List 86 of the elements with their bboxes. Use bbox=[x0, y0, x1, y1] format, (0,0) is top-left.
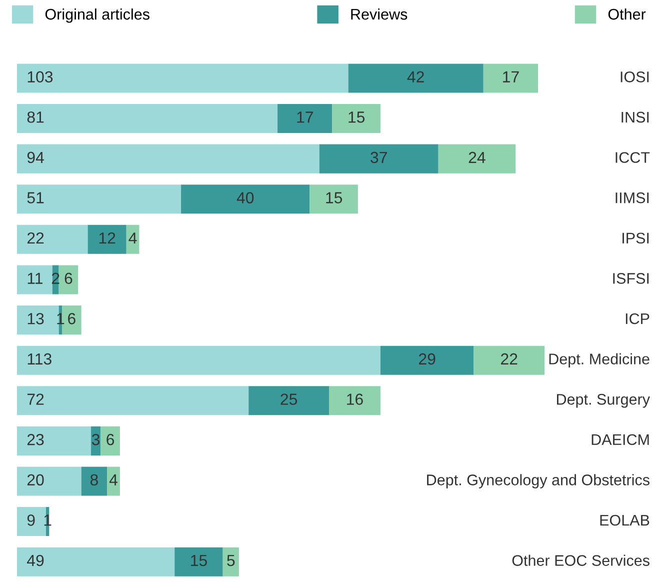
bar bbox=[319, 144, 438, 174]
bar bbox=[310, 184, 358, 214]
data-label: 13 bbox=[28, 313, 44, 324]
data-label: 9 bbox=[27, 514, 35, 526]
data-label: 8 bbox=[90, 474, 98, 486]
bar bbox=[17, 265, 52, 294]
bar bbox=[17, 184, 182, 214]
data-label: 22 bbox=[501, 353, 518, 364]
bar bbox=[126, 224, 140, 254]
bar bbox=[17, 104, 278, 134]
legend-label: Reviews bbox=[351, 8, 408, 20]
data-label: 72 bbox=[27, 394, 44, 405]
y-tick-label: INSI bbox=[622, 112, 649, 123]
data-label: 42 bbox=[407, 71, 424, 82]
data-label: 15 bbox=[348, 112, 365, 123]
data-label: 81 bbox=[27, 111, 44, 123]
data-label: 22 bbox=[27, 232, 44, 244]
data-label: 6 bbox=[106, 434, 114, 446]
data-label: 113 bbox=[28, 353, 52, 365]
y-tick-label: IPSI bbox=[622, 232, 649, 244]
y-tick-label: Other EOC Services bbox=[512, 554, 650, 566]
data-label: 51 bbox=[27, 192, 44, 204]
bar bbox=[81, 466, 108, 496]
bar bbox=[17, 306, 59, 335]
y-tick-label: ICP bbox=[626, 313, 650, 324]
y-tick-label: Dept. Surgery bbox=[557, 394, 650, 408]
data-label: 5 bbox=[227, 554, 235, 566]
bar bbox=[17, 507, 46, 536]
data-label: 94 bbox=[27, 152, 44, 164]
data-label: 24 bbox=[468, 152, 486, 163]
bar bbox=[332, 104, 380, 134]
bar bbox=[88, 224, 126, 254]
bar bbox=[483, 64, 538, 93]
y-tick-label: ISFSI bbox=[613, 273, 649, 284]
bar bbox=[17, 64, 348, 93]
bar bbox=[100, 426, 120, 456]
data-label: 40 bbox=[236, 192, 254, 204]
data-label: 15 bbox=[191, 554, 207, 566]
data-label: 15 bbox=[326, 192, 342, 204]
legend-label: Original articles bbox=[45, 8, 150, 23]
data-label: 29 bbox=[419, 353, 436, 365]
y-tick-label: ICCT bbox=[616, 152, 650, 163]
y-tick-label: IOSI bbox=[620, 71, 649, 82]
bar bbox=[17, 547, 175, 576]
bar bbox=[17, 426, 91, 456]
data-label: 23 bbox=[27, 434, 44, 446]
bar bbox=[474, 346, 544, 375]
bar bbox=[17, 466, 82, 496]
data-label: 6 bbox=[68, 313, 76, 324]
bar bbox=[174, 547, 223, 576]
data-label: 17 bbox=[503, 71, 519, 82]
bar bbox=[248, 386, 329, 416]
data-label: 11 bbox=[28, 272, 42, 284]
bar bbox=[17, 224, 88, 254]
bar bbox=[58, 265, 78, 294]
y-tick-label: EOLAB bbox=[600, 514, 650, 526]
y-tick-label: Dept. Medicine bbox=[549, 353, 650, 368]
data-label: 1 bbox=[57, 313, 64, 324]
bar bbox=[181, 184, 310, 214]
bar bbox=[348, 64, 484, 93]
bar bbox=[222, 547, 239, 576]
bar bbox=[17, 346, 380, 375]
data-label: 103 bbox=[28, 71, 53, 82]
bar bbox=[17, 386, 249, 416]
data-label: 4 bbox=[128, 232, 137, 244]
data-label: 1 bbox=[44, 514, 52, 526]
bar bbox=[17, 144, 320, 174]
bar bbox=[278, 104, 332, 134]
legend-label: Other bbox=[608, 8, 646, 20]
bar bbox=[438, 144, 516, 174]
data-label: 49 bbox=[27, 554, 44, 566]
data-label: 17 bbox=[297, 112, 313, 123]
data-label: 20 bbox=[27, 474, 44, 486]
data-label: 6 bbox=[64, 272, 72, 284]
y-tick-label: Dept. Gynecology and Obstetrics bbox=[427, 474, 650, 488]
data-label: 37 bbox=[370, 152, 387, 164]
data-label: 3 bbox=[92, 434, 100, 446]
data-label: 12 bbox=[99, 232, 116, 244]
data-label: 16 bbox=[347, 394, 363, 405]
y-tick-label: DAEICM bbox=[592, 434, 649, 446]
bar bbox=[380, 346, 474, 375]
bar bbox=[328, 386, 380, 416]
y-tick-label: IIMSI bbox=[616, 192, 649, 204]
bar bbox=[107, 466, 120, 496]
data-label: 4 bbox=[109, 474, 118, 486]
data-label: 25 bbox=[280, 394, 298, 405]
